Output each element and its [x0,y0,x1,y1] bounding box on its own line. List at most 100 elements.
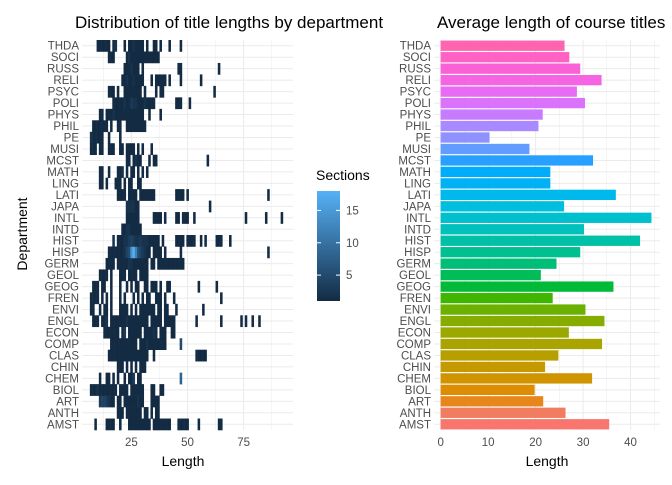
heatmap-cell [139,108,142,121]
bar-y-tick-label: HISP [404,247,431,259]
heatmap-cell [177,212,180,224]
heatmap-cell [163,418,167,431]
heatmap-cell [130,97,133,110]
heatmap-cell [161,85,165,98]
heatmap-cell [145,40,149,52]
heatmap-cell [145,349,149,362]
bar-geog [440,281,614,292]
heatmap-cell [114,338,118,351]
heatmap-cell [125,407,129,419]
heatmap-cell [154,85,158,98]
heatmap-y-tick-label: HISP [52,247,79,259]
heatmap-cell [92,143,95,156]
heatmap-cell [202,349,205,362]
heatmap-cell [157,407,160,419]
heatmap-y-tick-label: FREN [48,293,79,305]
heatmap-cell [161,418,165,431]
heatmap-cell [179,418,183,431]
heatmap-cell [148,326,151,339]
heatmap-cell [116,372,120,385]
bar-engl [440,315,605,327]
heatmap-cell [103,384,106,396]
heatmap-cell [128,177,131,190]
heatmap-cell [175,257,178,270]
bar-y-tick-label: PE [416,133,432,145]
heatmap-cell [119,177,122,190]
bar-chem [440,373,593,384]
heatmap-cell [130,143,133,156]
heatmap-cell [132,200,136,213]
heatmap-cell [141,384,145,396]
heatmap-cell [154,315,158,328]
heatmap-cell [159,418,162,431]
heatmap-cell [105,40,109,52]
heatmap-cell [220,418,223,431]
heatmap-cell [141,143,145,156]
heatmap-cell [114,40,118,52]
heatmap-cell [161,338,165,351]
heatmap-cell [123,349,127,362]
heatmap-cell [143,326,147,339]
heatmap-cell [154,418,158,431]
heatmap-cell [267,189,270,201]
heatmap-cell [175,235,178,247]
heatmap-cell [179,74,183,87]
heatmap-cell [101,384,104,396]
heatmap-cell [105,326,109,339]
heatmap-cell [136,235,140,247]
heatmap-cell [152,338,156,351]
heatmap-y-tick-label: INTL [54,213,80,225]
heatmap-cell [179,235,183,247]
bar-thda [440,40,565,51]
heatmap-cell [152,303,156,316]
heatmap-cell [141,246,145,259]
heatmap-cell [94,131,97,144]
bar-x-tick-labels: 0 10 20 30 40 [437,437,637,449]
heatmap-cell [215,235,219,247]
heatmap-cell [119,418,122,431]
heatmap-cell [105,269,109,282]
heatmap-cell [197,418,201,431]
heatmap-cell [130,223,133,236]
heatmap-cell [154,51,158,64]
heatmap-cell [150,395,154,408]
heatmap-cell [141,315,145,328]
heatmap-cell [154,395,158,408]
heatmap-cell [125,257,129,270]
heatmap-cell [132,120,136,133]
bar-y-tick-label: GEOL [399,270,432,282]
heatmap-cell [132,143,136,156]
heatmap-cell [152,189,156,201]
heatmap-cell [134,395,138,408]
heatmap-cell [107,257,111,270]
heatmap-cell [179,338,183,351]
heatmap-cell [119,131,122,144]
heatmap-cell [130,361,133,373]
heatmap-cell [94,315,97,328]
heatmap-cell [92,292,95,305]
heatmap-cell [148,338,151,351]
heatmap-cell [125,303,129,316]
heatmap-cell [123,74,127,87]
heatmap-cell [134,223,138,236]
heatmap-cell [139,349,142,362]
heatmap-cell [145,418,149,431]
heatmap-cell [161,326,165,339]
heatmap-cell [121,361,124,373]
heatmap-cell [92,131,95,144]
heatmap-y-tick-label: PHIL [53,121,79,133]
heatmap-cell [159,246,162,259]
heatmap-cell [154,154,158,167]
heatmap-cell [110,246,113,259]
heatmap-cell [152,418,156,431]
heatmap-cell [136,257,140,270]
heatmap-cell [168,257,171,270]
heatmap-cell [139,372,142,385]
heatmap-cell [168,280,171,293]
heatmap-cell [96,131,100,144]
heatmap-cell [98,177,102,190]
heatmap-cell [132,372,136,385]
legend-tick-label: 10 [346,238,359,250]
heatmap-y-tick-label: CHIN [51,362,79,374]
heatmap-cell [125,97,129,110]
